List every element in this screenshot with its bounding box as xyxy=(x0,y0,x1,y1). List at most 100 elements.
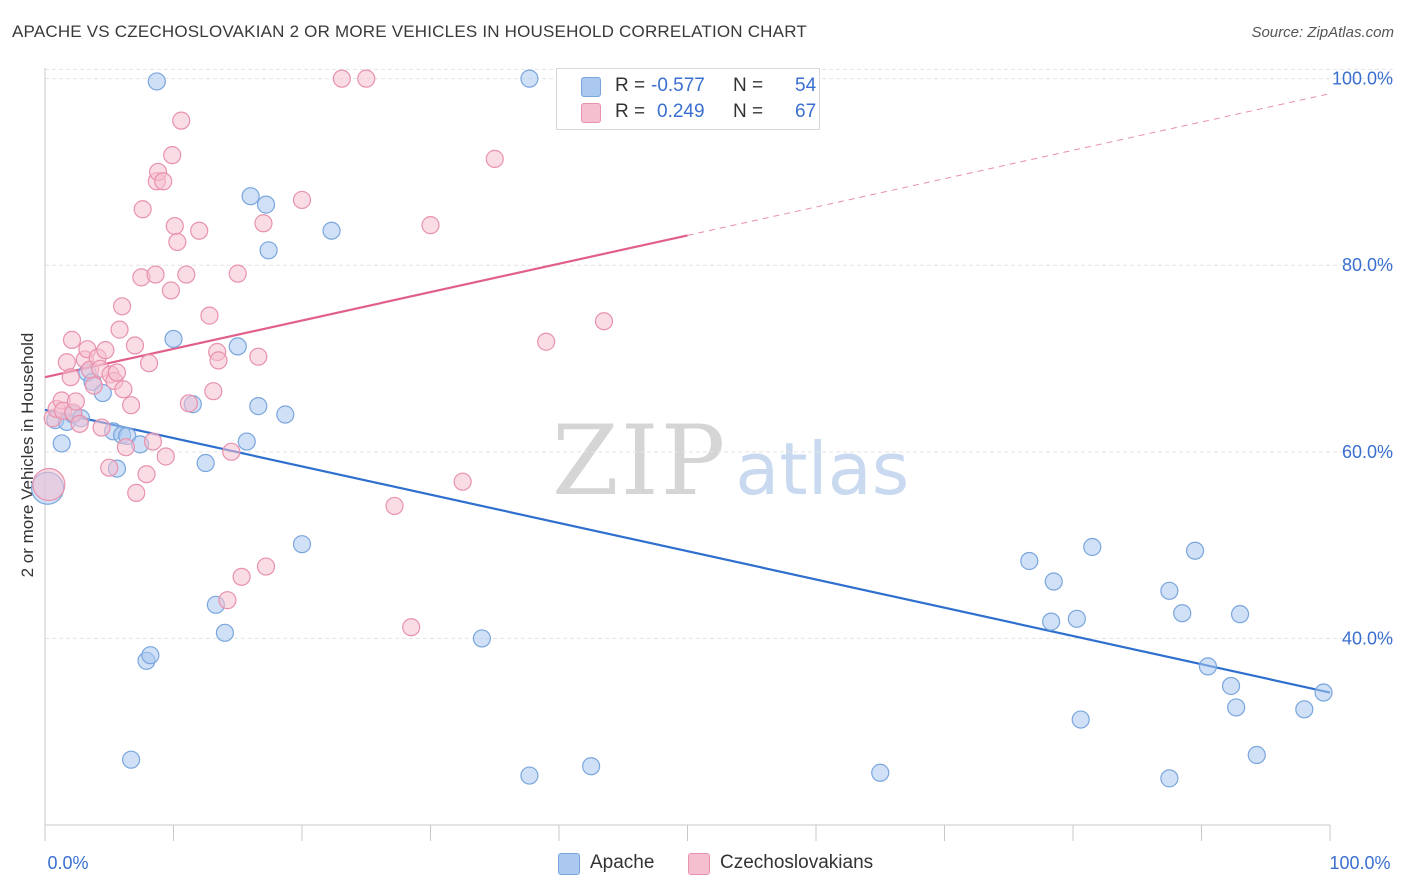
czech-legend-swatch xyxy=(688,853,710,875)
legend-n-label: N = xyxy=(733,75,764,96)
apache-point xyxy=(1198,657,1218,676)
legend-n-value: 67 xyxy=(795,101,817,122)
apache-point xyxy=(237,432,256,451)
czech-point xyxy=(249,347,268,366)
czech-point xyxy=(92,418,111,437)
czech-point xyxy=(254,214,273,233)
x-tick-label: 0.0% xyxy=(47,853,88,873)
czech-trend-line xyxy=(44,234,688,379)
watermark-zip: ZIP xyxy=(552,405,728,517)
y-tick-label: 80.0% xyxy=(1342,255,1393,275)
apache-point xyxy=(215,623,234,642)
czech-point xyxy=(179,394,199,413)
czech-point xyxy=(453,472,472,491)
apache-swatch xyxy=(581,77,601,97)
czech-point xyxy=(154,172,173,191)
apache-point xyxy=(1247,745,1266,765)
source-credit: Source: ZipAtlas.com xyxy=(1251,24,1394,41)
czech-point xyxy=(204,382,223,401)
y-tick-label: 100.0% xyxy=(1332,69,1393,89)
y-tick-label: 40.0% xyxy=(1342,628,1393,648)
apache-point xyxy=(241,187,260,206)
legend-r-label: R = xyxy=(615,75,646,96)
czech-point xyxy=(62,330,82,349)
apache-point xyxy=(1227,698,1246,717)
czech-point xyxy=(107,363,127,382)
czech-point xyxy=(402,618,421,637)
czech-swatch xyxy=(581,103,601,123)
watermark: ZIP atlas xyxy=(552,405,909,517)
czech-point xyxy=(177,265,196,284)
apache-legend-swatch xyxy=(558,853,580,875)
czech-point xyxy=(594,312,614,331)
apache-point xyxy=(1185,541,1205,560)
czech-point xyxy=(66,392,85,411)
apache-point xyxy=(147,72,166,91)
czech-point xyxy=(222,442,241,461)
czech-point xyxy=(127,483,146,502)
apache-point xyxy=(1044,572,1063,591)
legend-n-value: 54 xyxy=(795,75,817,96)
apache-point xyxy=(520,69,539,88)
apache-trend-line xyxy=(44,408,1331,694)
czech-point xyxy=(218,591,237,610)
legend-n-label: N = xyxy=(733,101,764,122)
apache-point xyxy=(472,629,491,648)
czech-point xyxy=(96,341,115,360)
apache-point xyxy=(582,757,601,776)
czech-point xyxy=(84,376,103,395)
czech-point xyxy=(228,264,247,283)
apache-point xyxy=(164,329,183,349)
apache-point xyxy=(1173,604,1192,623)
czech-point xyxy=(114,380,133,399)
czech-point xyxy=(32,467,66,502)
czech-point xyxy=(537,332,556,351)
czech-point xyxy=(168,232,187,252)
czech-legend-label: Czechoslovakians xyxy=(720,852,874,873)
czech-point xyxy=(133,200,152,219)
y-tick-label: 60.0% xyxy=(1342,442,1393,462)
czech-point xyxy=(110,320,129,339)
czech-point xyxy=(357,69,376,88)
legend-r-label: R = xyxy=(615,101,646,122)
apache-point xyxy=(1020,551,1039,571)
apache-point xyxy=(249,397,268,416)
czech-point xyxy=(146,265,165,284)
apache-point xyxy=(1071,710,1090,729)
correlation-legend: R = -0.577 N = 54 R = 0.249 N = 67 xyxy=(556,68,820,130)
czech-point xyxy=(112,297,132,316)
czech-point xyxy=(121,396,141,415)
czech-point xyxy=(143,432,163,451)
czech-point xyxy=(292,190,312,210)
czech-point xyxy=(332,69,351,88)
czech-point xyxy=(61,368,80,387)
czech-point xyxy=(163,146,182,165)
chart-title: APACHE VS CZECHOSLOVAKIAN 2 OR MORE VEHI… xyxy=(12,22,807,41)
czech-point xyxy=(139,354,159,373)
czech-point xyxy=(200,306,219,325)
apache-point xyxy=(228,337,247,356)
apache-point xyxy=(276,405,295,424)
apache-point xyxy=(1042,612,1061,631)
czech-point xyxy=(485,149,504,168)
watermark-atlas: atlas xyxy=(735,427,910,511)
czech-point xyxy=(209,351,228,370)
czech-point xyxy=(116,438,136,457)
apache-point xyxy=(1230,605,1250,624)
apache-legend-label: Apache xyxy=(590,852,655,873)
czech-point xyxy=(190,221,209,240)
apache-point xyxy=(520,766,539,785)
czech-point xyxy=(125,336,145,355)
apache-point xyxy=(196,453,215,473)
apache-point xyxy=(322,221,341,240)
x-tick-label: 100.0% xyxy=(1329,853,1390,873)
czech-point xyxy=(156,447,175,466)
apache-point xyxy=(256,195,276,214)
apache-point xyxy=(1160,581,1179,600)
apache-point xyxy=(52,434,71,453)
apache-point xyxy=(1314,683,1333,702)
czech-point xyxy=(100,458,119,477)
czech-point xyxy=(232,567,251,586)
czech-point xyxy=(172,111,191,130)
legend-r-value: -0.577 xyxy=(651,75,705,96)
